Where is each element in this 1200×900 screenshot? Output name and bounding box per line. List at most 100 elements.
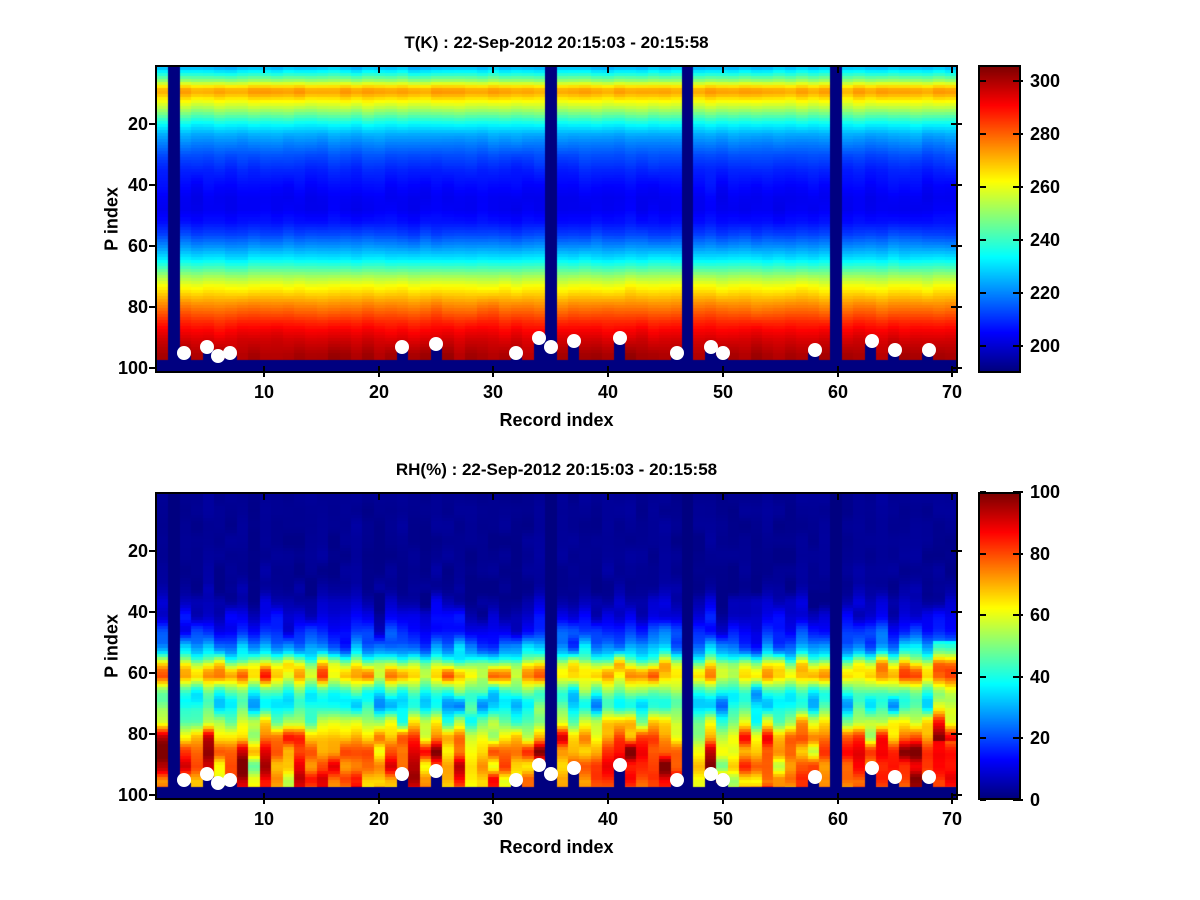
surface-dot (807, 770, 822, 785)
x-tick-mark-bottom (492, 793, 494, 804)
y-tick-label: 40 (127, 175, 148, 195)
colorbar-tick-mark-left (980, 737, 986, 739)
surface-dot (429, 337, 444, 352)
x-tick-mark-top (378, 67, 380, 73)
x-tick-mark-bottom (607, 366, 609, 377)
x-tick-mark-top (263, 494, 265, 500)
x-tick-mark-top (722, 67, 724, 73)
y-tick-label: 40 (127, 602, 148, 622)
x-tick-mark-top (837, 67, 839, 73)
surface-dot (922, 343, 937, 358)
surface-dot (566, 333, 581, 348)
y-tick-mark-left (149, 367, 155, 369)
surface-dot (199, 340, 214, 355)
colorbar-tick-mark-left (980, 345, 986, 347)
rh-heatmap-canvas (157, 494, 956, 798)
y-tick-mark-left (149, 123, 155, 125)
colorbar-tick-mark-left (980, 80, 986, 82)
y-tick-label: 60 (127, 236, 148, 256)
y-tick-label: 60 (127, 663, 148, 683)
y-tick-mark-left (149, 550, 155, 552)
x-tick-mark-top (837, 494, 839, 500)
surface-dot (887, 770, 902, 785)
x-tick-mark-top (378, 494, 380, 500)
surface-dot (211, 776, 226, 791)
x-tick-label: 30 (482, 382, 504, 402)
surface-dot (176, 773, 191, 788)
colorbar-tick-label: 0 (1030, 790, 1041, 810)
y-tick-mark-right (951, 733, 962, 735)
x-tick-label: 40 (597, 382, 619, 402)
colorbar-tick-label: 260 (1030, 177, 1061, 197)
colorbar-tick-mark-right (1013, 799, 1023, 801)
rh-colorbar (978, 492, 1021, 800)
x-tick-mark-top (607, 67, 609, 73)
colorbar-tick-label: 300 (1030, 71, 1061, 91)
colorbar-tick-label: 240 (1030, 230, 1061, 250)
colorbar-tick-mark-right (1013, 186, 1023, 188)
surface-dot (612, 757, 627, 772)
x-tick-mark-bottom (263, 366, 265, 377)
surface-dot (532, 757, 547, 772)
t-colorbar-canvas (980, 67, 1019, 371)
surface-dot (864, 760, 879, 775)
x-tick-mark-bottom (951, 793, 953, 804)
x-tick-label: 60 (827, 809, 849, 829)
y-tick-label: 80 (127, 724, 148, 744)
surface-dot (715, 773, 730, 788)
y-tick-mark-right (951, 306, 962, 308)
y-tick-mark-right (951, 550, 962, 552)
surface-dot (922, 770, 937, 785)
surface-dot (222, 773, 237, 788)
y-tick-label: 20 (127, 114, 148, 134)
surface-dot (394, 340, 409, 355)
surface-dot (715, 346, 730, 361)
x-tick-mark-top (263, 67, 265, 73)
colorbar-tick-label: 280 (1030, 124, 1061, 144)
surface-dot (509, 346, 524, 361)
colorbar-tick-mark-right (1013, 614, 1023, 616)
t-heatmap-canvas (157, 67, 956, 371)
surface-dot (543, 340, 558, 355)
x-tick-mark-bottom (722, 366, 724, 377)
x-tick-label: 20 (368, 382, 390, 402)
rh-colorbar-canvas (980, 494, 1019, 798)
surface-dot (199, 767, 214, 782)
colorbar-tick-mark-right (1013, 80, 1023, 82)
x-tick-mark-bottom (722, 793, 724, 804)
surface-dot (429, 764, 444, 779)
y-tick-mark-right (951, 245, 962, 247)
x-tick-mark-bottom (951, 366, 953, 377)
x-tick-mark-bottom (837, 366, 839, 377)
surface-dot (566, 760, 581, 775)
y-tick-label: 20 (127, 541, 148, 561)
x-tick-mark-top (492, 494, 494, 500)
surface-dot (864, 333, 879, 348)
y-tick-mark-right (951, 367, 962, 369)
x-tick-mark-bottom (378, 793, 380, 804)
x-tick-label: 50 (712, 809, 734, 829)
surface-dot (394, 767, 409, 782)
x-tick-label: 60 (827, 382, 849, 402)
y-tick-mark-left (149, 306, 155, 308)
colorbar-tick-mark-left (980, 239, 986, 241)
surface-dot (532, 330, 547, 345)
surface-dot (176, 346, 191, 361)
y-tick-mark-left (149, 611, 155, 613)
x-tick-label: 10 (253, 809, 275, 829)
colorbar-tick-label: 60 (1030, 605, 1051, 625)
surface-dot (704, 767, 719, 782)
y-tick-mark-right (951, 184, 962, 186)
colorbar-tick-mark-left (980, 553, 986, 555)
colorbar-tick-label: 220 (1030, 283, 1061, 303)
surface-dot (807, 343, 822, 358)
x-tick-mark-top (607, 494, 609, 500)
y-tick-mark-left (149, 672, 155, 674)
colorbar-tick-mark-right (1013, 239, 1023, 241)
colorbar-tick-mark-left (980, 186, 986, 188)
x-tick-mark-top (492, 67, 494, 73)
x-tick-mark-bottom (492, 366, 494, 377)
surface-dot (669, 773, 684, 788)
colorbar-tick-label: 100 (1030, 482, 1061, 502)
